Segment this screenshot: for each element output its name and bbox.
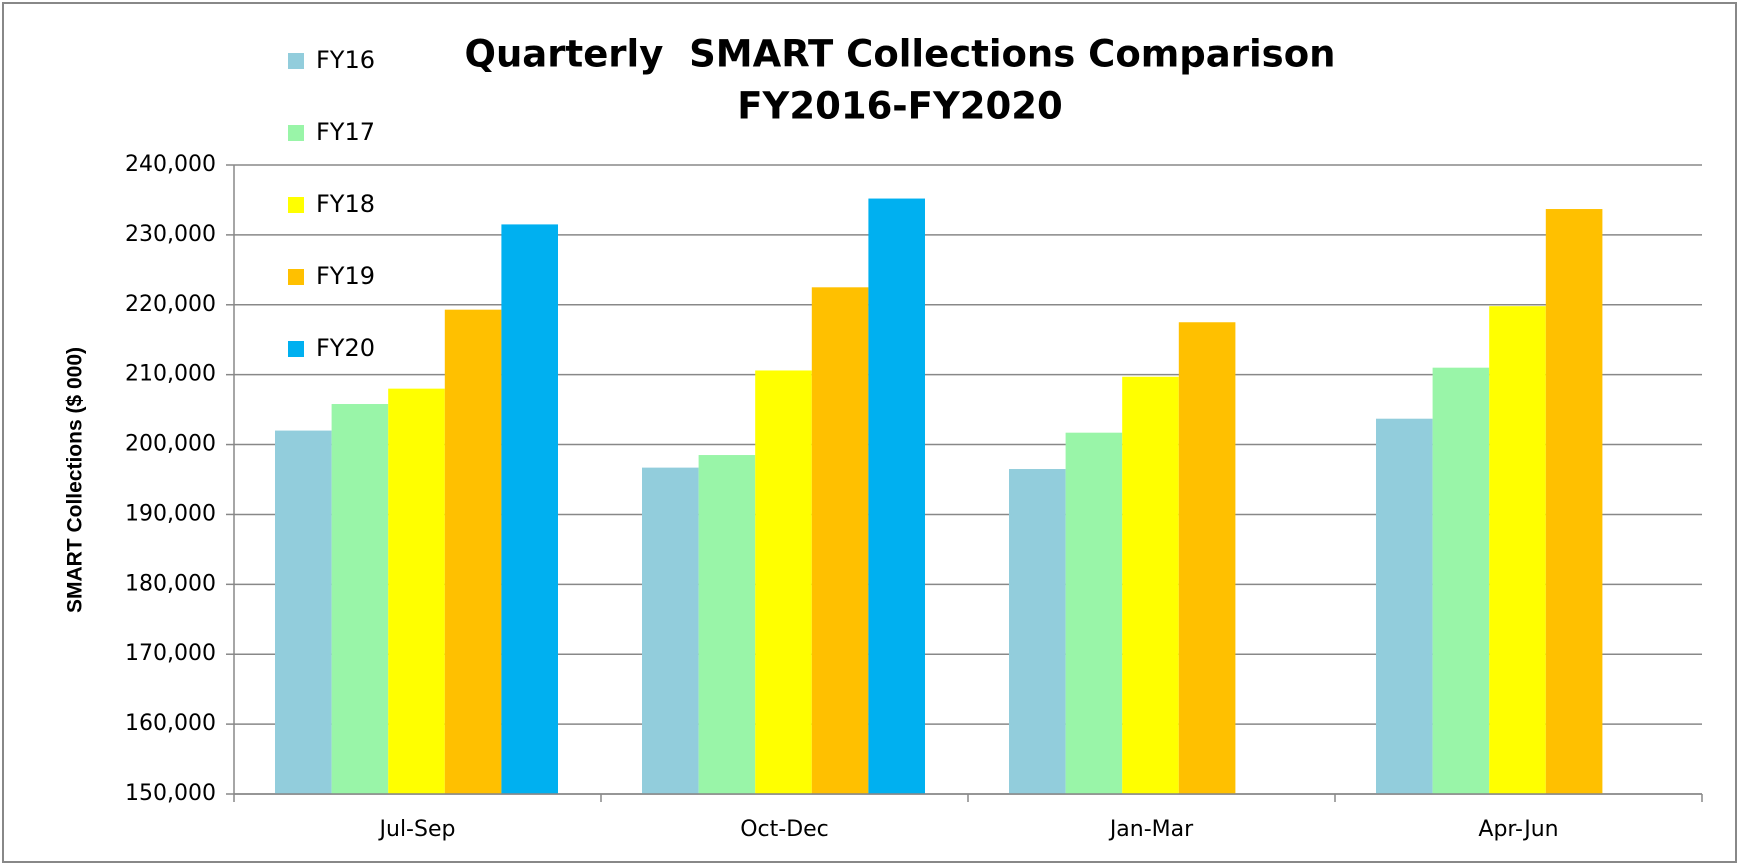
bar xyxy=(1489,306,1546,794)
y-tick-label: 170,000 xyxy=(125,641,216,666)
chart-title: Quarterly SMART Collections Comparison xyxy=(465,33,1336,76)
legend-label: FY18 xyxy=(316,190,375,218)
bar xyxy=(1545,209,1603,794)
bar xyxy=(275,430,332,794)
x-tick-label: Jul-Sep xyxy=(378,817,456,842)
y-tick-label: 210,000 xyxy=(125,362,216,387)
bar xyxy=(388,388,445,794)
x-tick-label: Jan-Mar xyxy=(1108,817,1194,842)
legend-label: FY20 xyxy=(316,334,375,362)
y-tick-label: 230,000 xyxy=(125,222,216,247)
bar xyxy=(1178,322,1236,794)
bar xyxy=(331,404,389,794)
y-tick-label: 180,000 xyxy=(125,571,216,596)
legend-label: FY17 xyxy=(316,118,375,146)
chart-subtitle: FY2016-FY2020 xyxy=(737,85,1062,128)
y-tick-label: 160,000 xyxy=(125,711,216,736)
legend-label: FY16 xyxy=(316,46,375,74)
y-axis-label: SMART Collections ($ 000) xyxy=(64,347,87,613)
y-tick-label: 240,000 xyxy=(125,152,216,177)
bar xyxy=(1432,367,1490,794)
legend-label: FY19 xyxy=(316,262,375,290)
legend-swatch xyxy=(288,125,304,141)
x-tick-label: Apr-Jun xyxy=(1478,817,1558,842)
bar xyxy=(1065,432,1123,794)
bar xyxy=(1009,469,1066,794)
bar xyxy=(642,467,699,794)
y-tick-label: 190,000 xyxy=(125,501,216,526)
bar xyxy=(501,224,558,795)
legend-swatch xyxy=(288,53,304,69)
legend-swatch xyxy=(288,269,304,285)
bar xyxy=(1376,418,1433,794)
legend-swatch xyxy=(288,197,304,213)
y-tick-label: 220,000 xyxy=(125,292,216,317)
y-tick-label: 200,000 xyxy=(125,432,216,457)
bar xyxy=(1122,376,1179,794)
bar xyxy=(868,198,925,795)
x-tick-label: Oct-Dec xyxy=(740,817,829,842)
bar xyxy=(755,370,812,794)
bar xyxy=(698,455,756,794)
legend-swatch xyxy=(288,341,304,357)
bar xyxy=(811,287,869,794)
y-tick-label: 150,000 xyxy=(125,781,216,806)
bar xyxy=(444,309,502,794)
